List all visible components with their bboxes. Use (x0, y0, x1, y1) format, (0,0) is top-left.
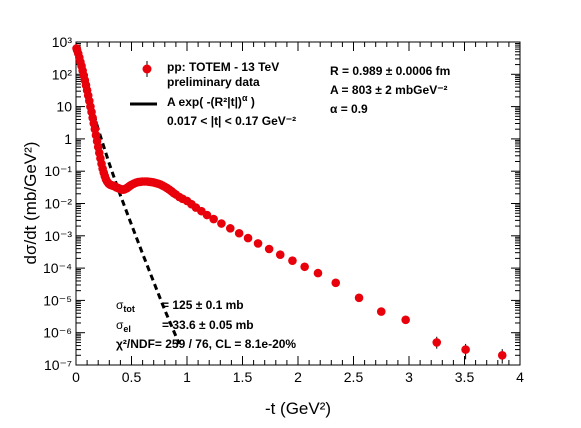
x-tick-label: 3 (405, 369, 413, 385)
data-point (225, 224, 235, 233)
annotation-R: R = 0.989 ± 0.0006 fm (330, 64, 450, 78)
x-tick-label: 0 (72, 369, 80, 385)
legend-fit-label-2: 0.017 < |t| < 0.17 GeV⁻² (167, 114, 296, 128)
sigma-el-symbol: σ (116, 318, 124, 332)
data-point (264, 244, 274, 254)
annotation-sigma-el-value: = 33.6 ± 0.05 mb (162, 318, 254, 332)
y-tick-label: 10⁻² (44, 196, 72, 212)
axis-ticks (75, 41, 521, 366)
legend-data-label-1: pp: TOTEM - 13 TeV (167, 60, 279, 74)
x-tick-label: 3.5 (455, 369, 475, 385)
data-point (217, 219, 226, 228)
sigma-tot-symbol: σ (116, 298, 124, 312)
annotation-sigma-el: σel (116, 318, 131, 334)
x-tick-label: 2.5 (344, 369, 364, 385)
x-tick-label: 0.5 (122, 369, 142, 385)
legend: pp: TOTEM - 13 TeV preliminary data A ex… (130, 60, 296, 128)
data-point (209, 214, 218, 224)
y-tick-label: 10⁻⁷ (44, 357, 72, 373)
y-tick-label: 10⁻⁵ (43, 292, 72, 308)
annotation-sigma-tot-value: = 125 ± 0.1 mb (162, 298, 244, 312)
y-tick-label: 10⁻¹ (44, 163, 72, 179)
data-point (432, 338, 442, 347)
data-point (202, 210, 212, 220)
data-point (313, 268, 323, 278)
annotation-A: A = 803 ± 2 mbGeV⁻² (330, 83, 448, 97)
data-point (275, 250, 285, 259)
x-tick-labels: 0 0.5 1 1.5 2 2.5 3 3.5 4 (72, 369, 524, 385)
data-point (376, 307, 386, 316)
sigma-tot-subscript: tot (123, 304, 135, 314)
annotation-alpha: α = 0.9 (330, 102, 368, 116)
data-point (354, 293, 364, 303)
data-point (253, 239, 263, 248)
data-point (234, 228, 244, 238)
y-tick-label: 1 (64, 131, 72, 147)
x-tick-label: 4 (516, 369, 524, 385)
y-tick-label: 10⁻³ (44, 228, 72, 244)
legend-data-label-2: preliminary data (167, 75, 260, 89)
data-point (300, 262, 309, 272)
legend-fit-label-1: A exp( -(R²|t|)α ) (167, 93, 255, 109)
y-axis-title: dσ/dt (mb/GeV²) (21, 142, 40, 265)
plot-frame (75, 41, 521, 366)
x-tick-label: 1 (183, 369, 191, 385)
data-point (331, 278, 341, 288)
data-point (497, 350, 507, 360)
annotation-chi2: χ²/NDF= 259 / 76, CL = 8.1e-20% (116, 337, 296, 351)
data-point (243, 233, 253, 243)
y-tick-label: 10³ (52, 34, 73, 50)
y-tick-label: 10⁻⁶ (43, 325, 72, 341)
data-point (288, 256, 297, 265)
x-tick-label: 1.5 (233, 369, 253, 385)
y-tick-labels: 10⁻⁷ 10⁻⁶ 10⁻⁵ 10⁻⁴ 10⁻³ 10⁻² 10⁻¹ 1 10 10² 10³ (43, 34, 72, 373)
y-tick-label: 10² (52, 66, 73, 82)
data-points (72, 44, 507, 364)
annotation-sigma-tot: σtot (116, 298, 135, 314)
data-point (461, 345, 470, 354)
y-tick-label: 10⁻⁴ (43, 260, 72, 276)
data-point (401, 315, 410, 325)
legend-data-marker (142, 64, 152, 74)
x-tick-label: 2 (294, 369, 302, 385)
y-tick-label: 10 (56, 99, 72, 115)
x-axis-title: -t (GeV²) (265, 399, 331, 418)
sigma-el-subscript: el (123, 324, 131, 334)
